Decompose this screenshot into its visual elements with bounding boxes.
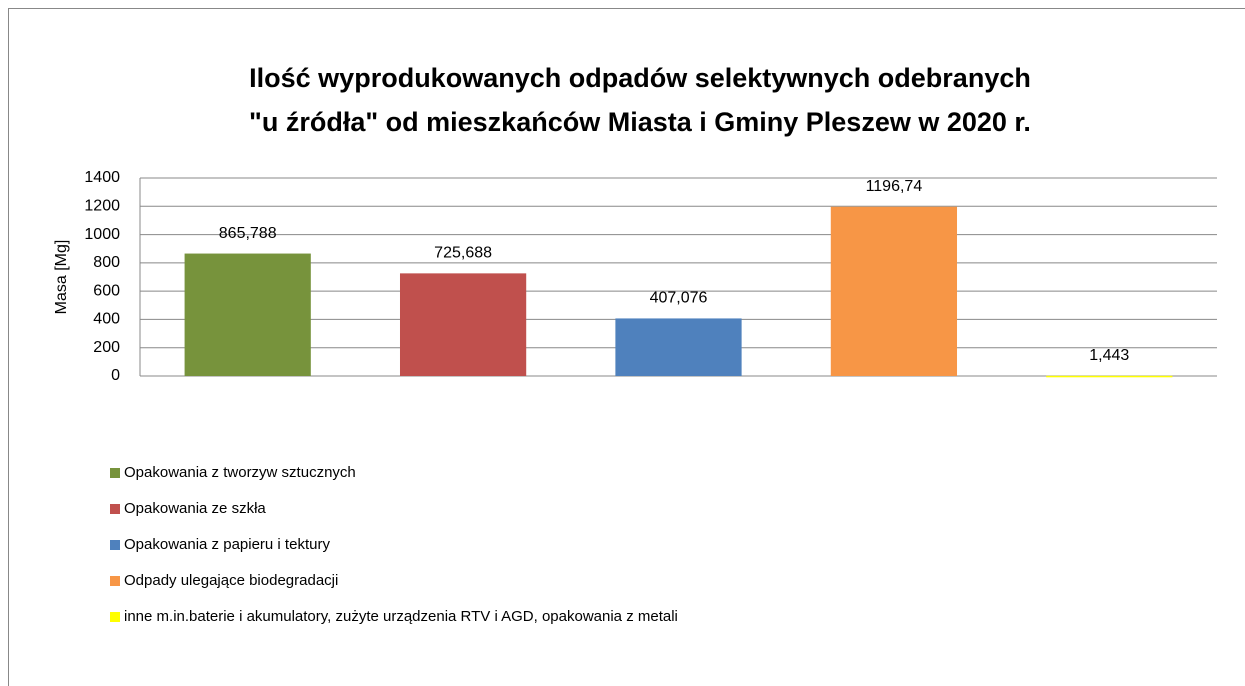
legend-swatch <box>110 576 120 586</box>
y-tick-label: 1000 <box>84 226 120 243</box>
bar <box>830 206 958 376</box>
chart-title: "u źródła" od mieszkańców Miasta i Gminy… <box>249 107 1031 137</box>
data-label: 865,788 <box>219 225 277 242</box>
chart-frame <box>8 8 1245 686</box>
bar <box>615 318 742 376</box>
legend-swatch <box>110 504 120 514</box>
bar <box>399 273 527 376</box>
data-label: 407,076 <box>650 290 708 307</box>
legend-label: Opakowania ze szkła <box>124 500 266 517</box>
legend-label: Opakowania z papieru i tektury <box>124 536 330 553</box>
data-label: 725,688 <box>434 245 492 262</box>
legend-swatch <box>110 612 120 622</box>
data-label: 1,443 <box>1089 347 1129 364</box>
bar <box>184 253 311 376</box>
legend-label: inne m.in.baterie i akumulatory, zużyte … <box>124 608 678 625</box>
legend-swatch <box>110 468 120 478</box>
y-tick-label: 200 <box>93 339 120 356</box>
y-tick-label: 800 <box>93 254 120 271</box>
y-axis-label: Masa [Mg] <box>53 240 70 315</box>
data-label: 1196,74 <box>866 178 923 195</box>
y-tick-label: 1200 <box>84 198 120 215</box>
y-tick-label: 400 <box>93 311 120 328</box>
y-tick-label: 0 <box>111 367 120 384</box>
y-tick-label: 1400 <box>84 169 120 186</box>
legend-label: Odpady ulegające biodegradacji <box>124 572 338 589</box>
legend-label: Opakowania z tworzyw sztucznych <box>124 464 356 481</box>
bar <box>1046 375 1173 378</box>
legend-swatch <box>110 540 120 550</box>
chart-title: Ilość wyprodukowanych odpadów selektywny… <box>249 63 1031 93</box>
y-tick-label: 600 <box>93 282 120 299</box>
